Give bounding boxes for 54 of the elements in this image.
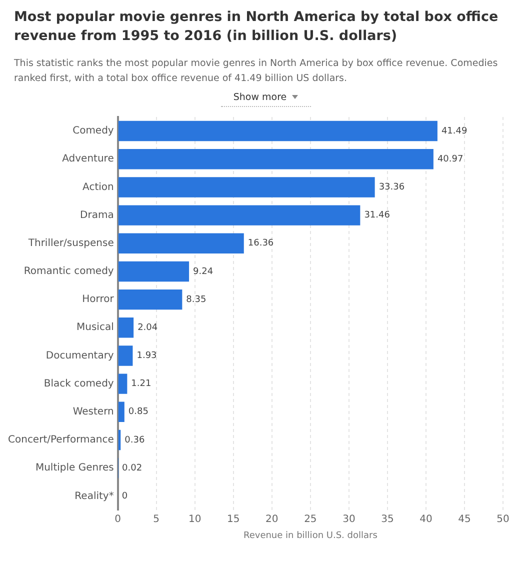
x-tick-label: 15 [227, 514, 240, 525]
data-label: 0.02 [122, 463, 142, 474]
bar [118, 289, 182, 310]
x-axis-title: Revenue in billion U.S. dollars [243, 530, 378, 541]
chart-subtitle: This statistic ranks the most popular movie genres in North America by box office revenue. Comedies ranked first, with a total box office revenue of 41.49 billion US dollars. [14, 57, 499, 86]
data-label: 0 [122, 492, 128, 502]
x-tick-label: 5 [153, 514, 160, 525]
data-label: 2.04 [138, 322, 158, 333]
x-tick-label: 25 [304, 514, 317, 525]
y-tick-label: Comedy [72, 126, 114, 137]
data-label: 9.24 [193, 266, 214, 277]
data-label: 31.46 [364, 210, 390, 221]
data-label: 0.85 [128, 407, 148, 418]
bar [118, 402, 124, 422]
y-tick-label: Action [82, 182, 114, 193]
data-label: 8.35 [186, 294, 206, 305]
data-label: 33.36 [378, 182, 405, 193]
x-tick-label: 10 [188, 514, 202, 525]
data-label: 16.36 [248, 238, 274, 249]
data-label: 1.93 [136, 351, 157, 362]
bar [118, 233, 244, 254]
y-tick-label: Adventure [62, 154, 114, 165]
y-tick-label: Romantic comedy [24, 266, 114, 278]
y-tick-label: Black comedy [44, 378, 114, 390]
y-tick-label: Drama [80, 210, 114, 221]
bar [118, 149, 434, 170]
y-tick-label: Documentary [46, 350, 114, 362]
x-tick-label: 30 [342, 514, 356, 525]
bar [118, 261, 190, 282]
data-label: 1.21 [131, 379, 152, 390]
x-tick-label: 0 [114, 514, 122, 525]
bar [118, 177, 375, 198]
x-tick-label: 20 [266, 514, 278, 525]
y-tick-label: Concert/Performance [8, 434, 114, 446]
data-label: 0.36 [124, 435, 145, 446]
y-tick-label: Multiple Genres [35, 462, 114, 474]
y-tick-label: Thriller/suspense [27, 238, 114, 249]
x-tick-label: 45 [458, 514, 471, 525]
bar [118, 374, 128, 394]
y-tick-label: Reality* [74, 490, 114, 502]
bar [118, 346, 133, 366]
x-tick-label: 40 [420, 514, 432, 525]
chart-title: Most popular movie genres in North America by total box office revenue from 1995 to 2016 (in billion U.S. dollars) [14, 8, 500, 46]
bar [118, 120, 438, 142]
y-tick-label: Musical [76, 322, 114, 334]
data-label: 40.97 [437, 154, 464, 164]
bar [118, 205, 360, 226]
data-label: 41.49 [441, 126, 468, 136]
y-tick-label: Western [72, 406, 114, 418]
x-tick-label: 35 [381, 514, 394, 525]
x-tick-label: 50 [496, 514, 510, 525]
text: Show more [233, 92, 287, 103]
y-tick-label: Horror [82, 294, 115, 306]
bar [118, 318, 134, 338]
